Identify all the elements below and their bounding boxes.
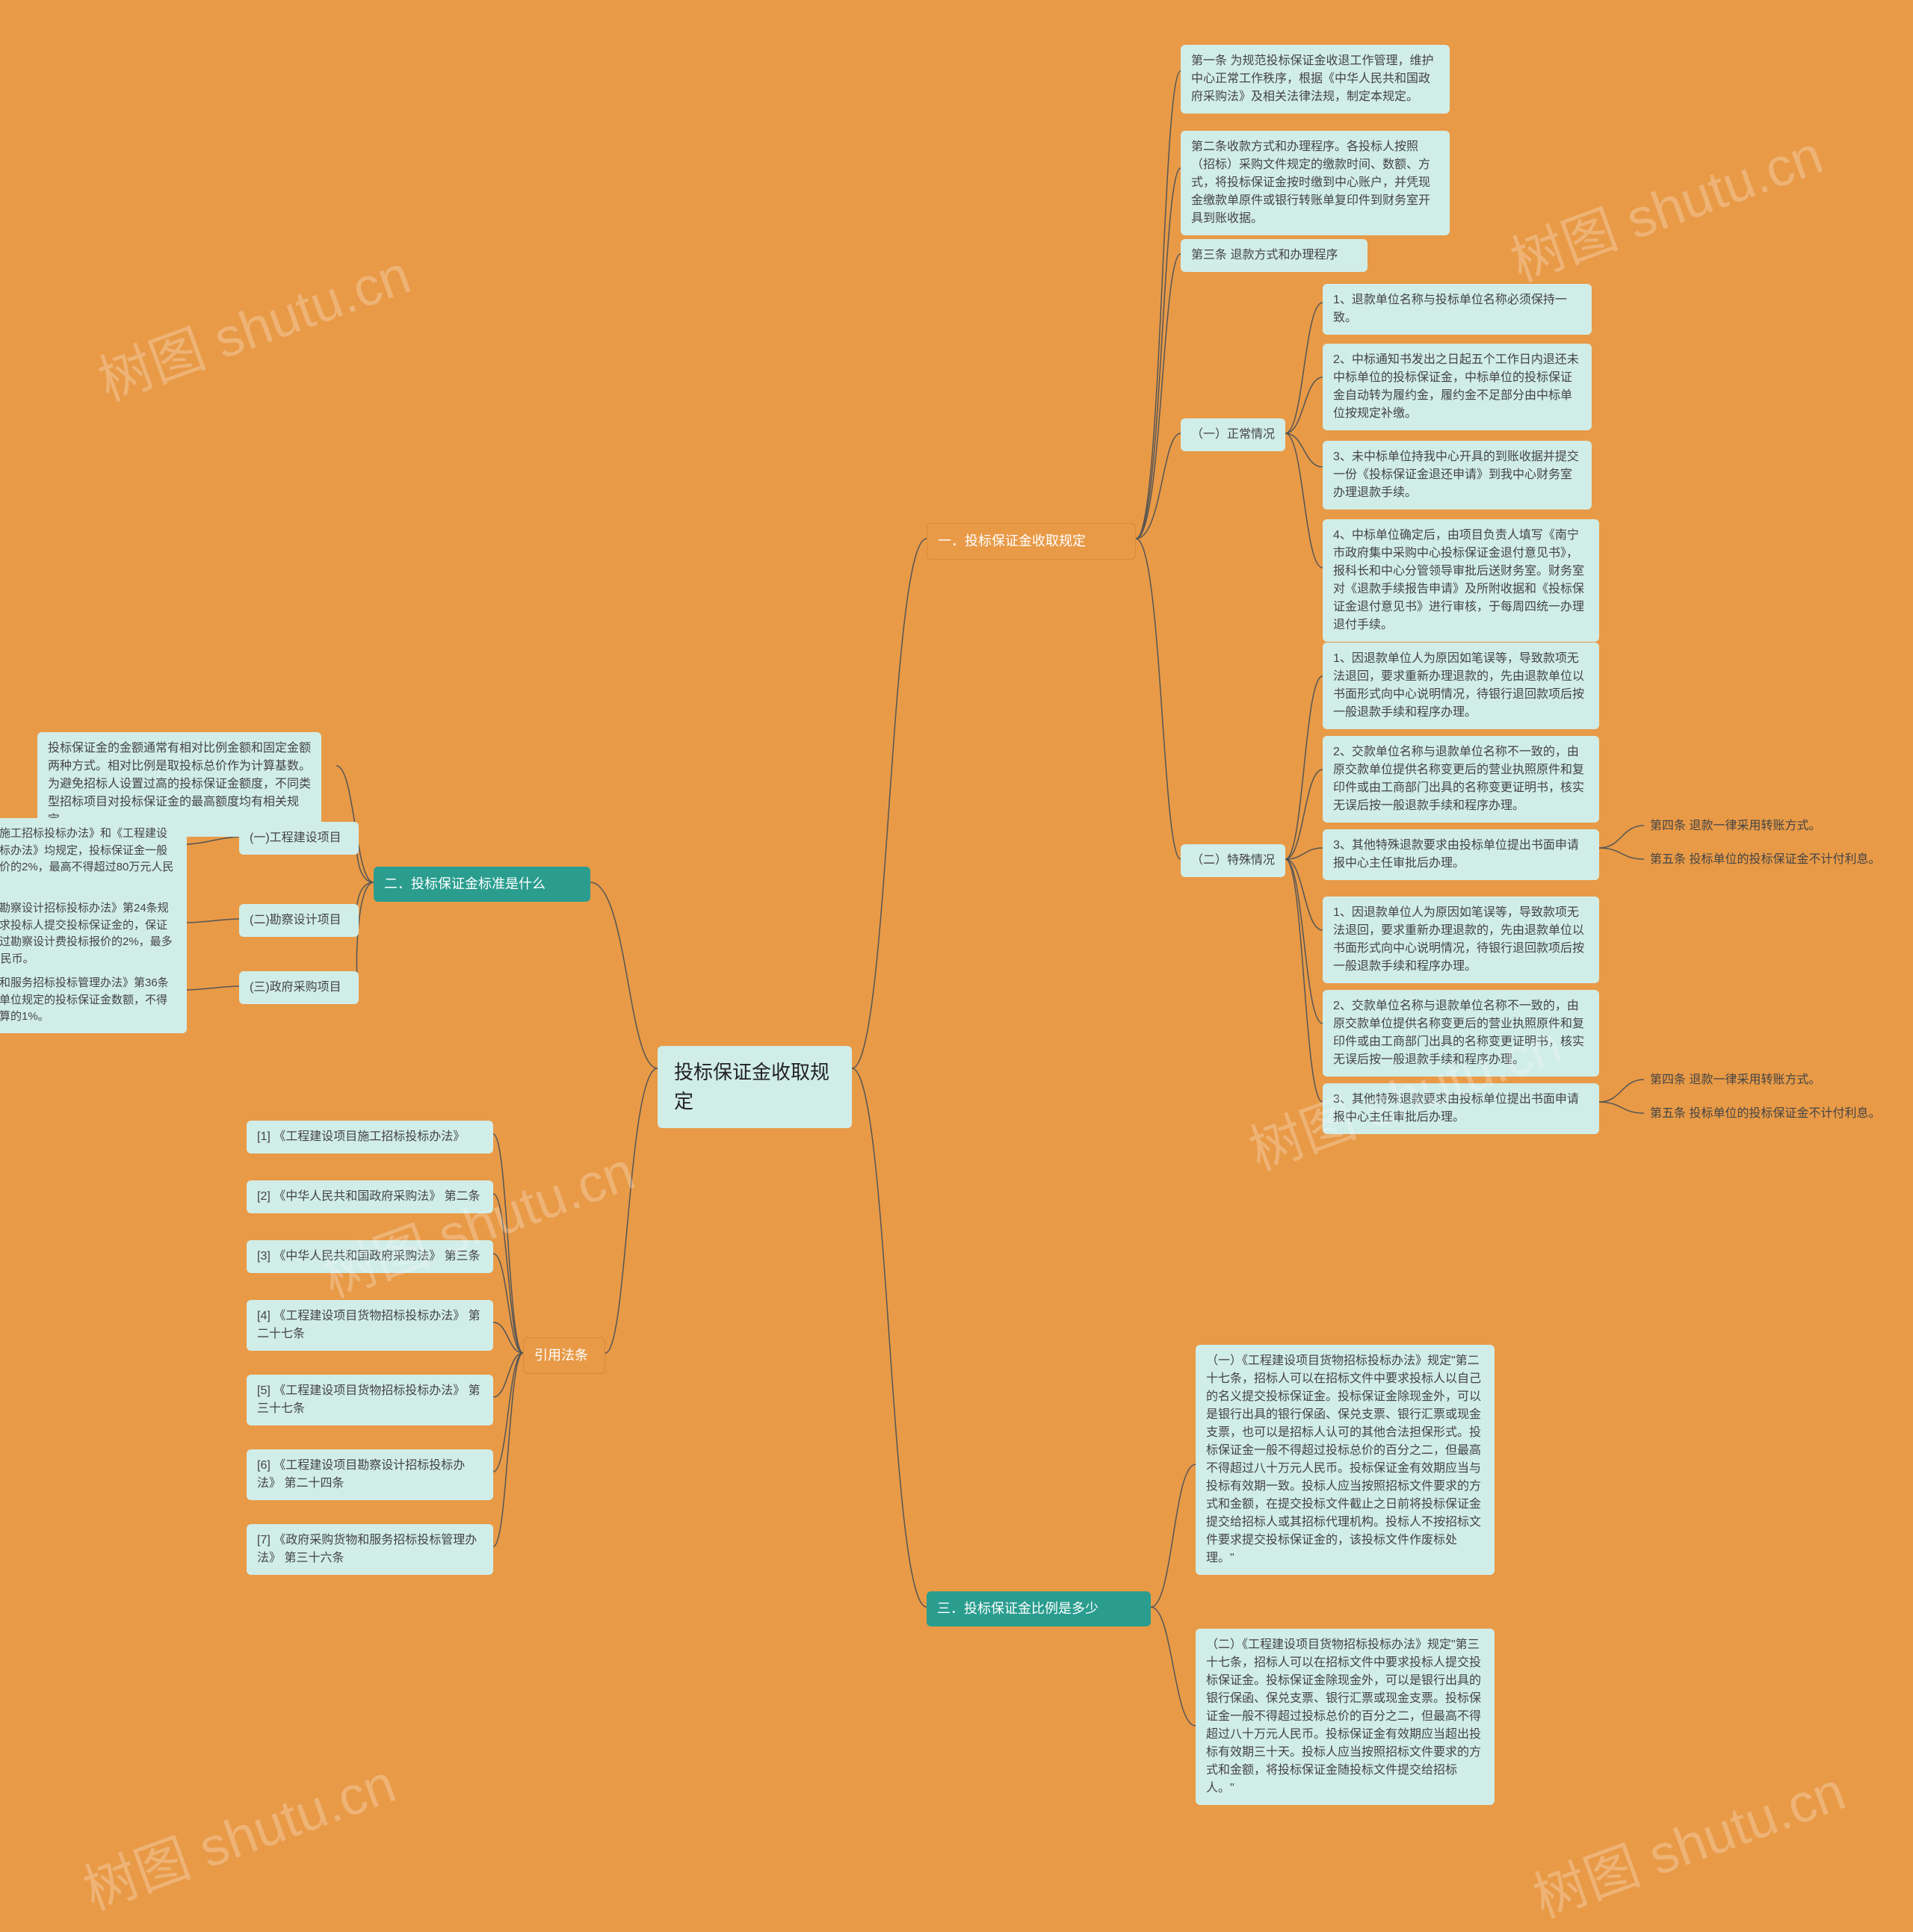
s1-normal-label: （一）正常情况 — [1181, 418, 1285, 451]
s1-spb-0: 1、因退款单位人为原因如笔误等，导致款项无法退回，要求重新办理退款的，先由退款单… — [1323, 897, 1599, 983]
s1-spa-tail-1: 第五条 投标单位的投标保证金不计付利息。 — [1644, 848, 1898, 872]
section-three: 三．投标保证金比例是多少 — [927, 1591, 1151, 1626]
s2-item-0-desc: 《工程建设项目施工招标投标办法》和《工程建设项目货物招标投标办法》均规定，投标保… — [0, 818, 187, 900]
section-two: 二．投标保证金标准是什么 — [374, 867, 590, 902]
law-3: [4] 《工程建设项目货物招标投标办法》 第二十七条 — [247, 1300, 493, 1351]
watermark: 树图 shutu.cn — [310, 1127, 643, 1313]
law-4: [5] 《工程建设项目货物招标投标办法》 第三十七条 — [247, 1375, 493, 1425]
s1-spb-1: 2、交款单位名称与退款单位名称不一致的，由原交款单位提供名称变更后的营业执照原件… — [1323, 990, 1599, 1077]
s1-normal-3: 4、中标单位确定后，由项目负责人填写《南宁市政府集中采购中心投标保证金退付意见书… — [1323, 519, 1599, 642]
s1-spb-2: 3、其他特殊退款要求由投标单位提出书面申请报中心主任审批后办理。 — [1323, 1083, 1599, 1134]
watermark: 树图 shutu.cn — [1498, 111, 1832, 297]
s3-para-1: （二）《工程建设项目货物招标投标办法》规定"第三十七条，招标人可以在招标文件中要… — [1196, 1629, 1495, 1805]
s2-item-1-label: (二)勘察设计项目 — [239, 904, 359, 937]
s1-art-1: 第二条收款方式和办理程序。各投标人按照（招标）采购文件规定的缴款时间、数额、方式… — [1181, 131, 1450, 235]
s1-normal-0: 1、退款单位名称与投标单位名称必须保持一致。 — [1323, 284, 1592, 335]
watermark: 树图 shutu.cn — [1521, 1747, 1854, 1932]
root-node: 投标保证金收取规定 — [658, 1046, 852, 1128]
s1-spb-tail-0: 第四条 退款一律采用转账方式。 — [1644, 1068, 1853, 1092]
s1-special-label: （二）特殊情况 — [1181, 844, 1285, 877]
law-5: [6] 《工程建设项目勘察设计招标投标办法》 第二十四条 — [247, 1449, 493, 1500]
s1-normal-2: 3、未中标单位持我中心开具的到账收据并提交一份《投标保证金退还申请》到我中心财务… — [1323, 441, 1592, 510]
s2-item-2-label: (三)政府采购项目 — [239, 971, 359, 1004]
s1-spa-0: 1、因退款单位人为原因如笔误等，导致款项无法退回，要求重新办理退款的，先由退款单… — [1323, 643, 1599, 729]
s1-spa-1: 2、交款单位名称与退款单位名称不一致的，由原交款单位提供名称变更后的营业执照原件… — [1323, 736, 1599, 823]
s1-spa-2: 3、其他特殊退款要求由投标单位提出书面申请报中心主任审批后办理。 — [1323, 829, 1599, 880]
section-laws: 引用法条 — [523, 1337, 605, 1374]
law-2: [3] 《中华人民共和国政府采购法》 第三条 — [247, 1240, 493, 1273]
s1-normal-1: 2、中标通知书发出之日起五个工作日内退还未中标单位的投标保证金，中标单位的投标保… — [1323, 344, 1592, 430]
law-6: [7] 《政府采购货物和服务招标投标管理办法》 第三十六条 — [247, 1524, 493, 1575]
section-one: 一．投标保证金收取规定 — [927, 523, 1136, 560]
s1-spa-tail-0: 第四条 退款一律采用转账方式。 — [1644, 814, 1853, 838]
s1-art-0: 第一条 为规范投标保证金收退工作管理，维护中心正常工作秩序，根据《中华人民共和国… — [1181, 45, 1450, 114]
s2-item-0-label: (一)工程建设项目 — [239, 822, 359, 855]
law-1: [2] 《中华人民共和国政府采购法》 第二条 — [247, 1180, 493, 1213]
s2-item-1-desc: 《工程建设项目勘察设计招标投标办法》第24条规定，招标文件要求投标人提交投标保证… — [0, 893, 187, 975]
s1-art-2: 第三条 退款方式和办理程序 — [1181, 239, 1367, 272]
s2-item-2-desc: 《政府采购货物和服务招标投标管理办法》第36条规定，投标采购单位规定的投标保证金… — [0, 967, 187, 1033]
watermark: 树图 shutu.cn — [71, 1740, 404, 1925]
watermark: 树图 shutu.cn — [86, 231, 419, 416]
law-0: [1] 《工程建设项目施工招标投标办法》 — [247, 1121, 493, 1154]
s3-para-0: （一）《工程建设项目货物招标投标办法》规定"第二十七条，招标人可以在招标文件中要… — [1196, 1345, 1495, 1575]
s1-spb-tail-1: 第五条 投标单位的投标保证金不计付利息。 — [1644, 1102, 1898, 1126]
